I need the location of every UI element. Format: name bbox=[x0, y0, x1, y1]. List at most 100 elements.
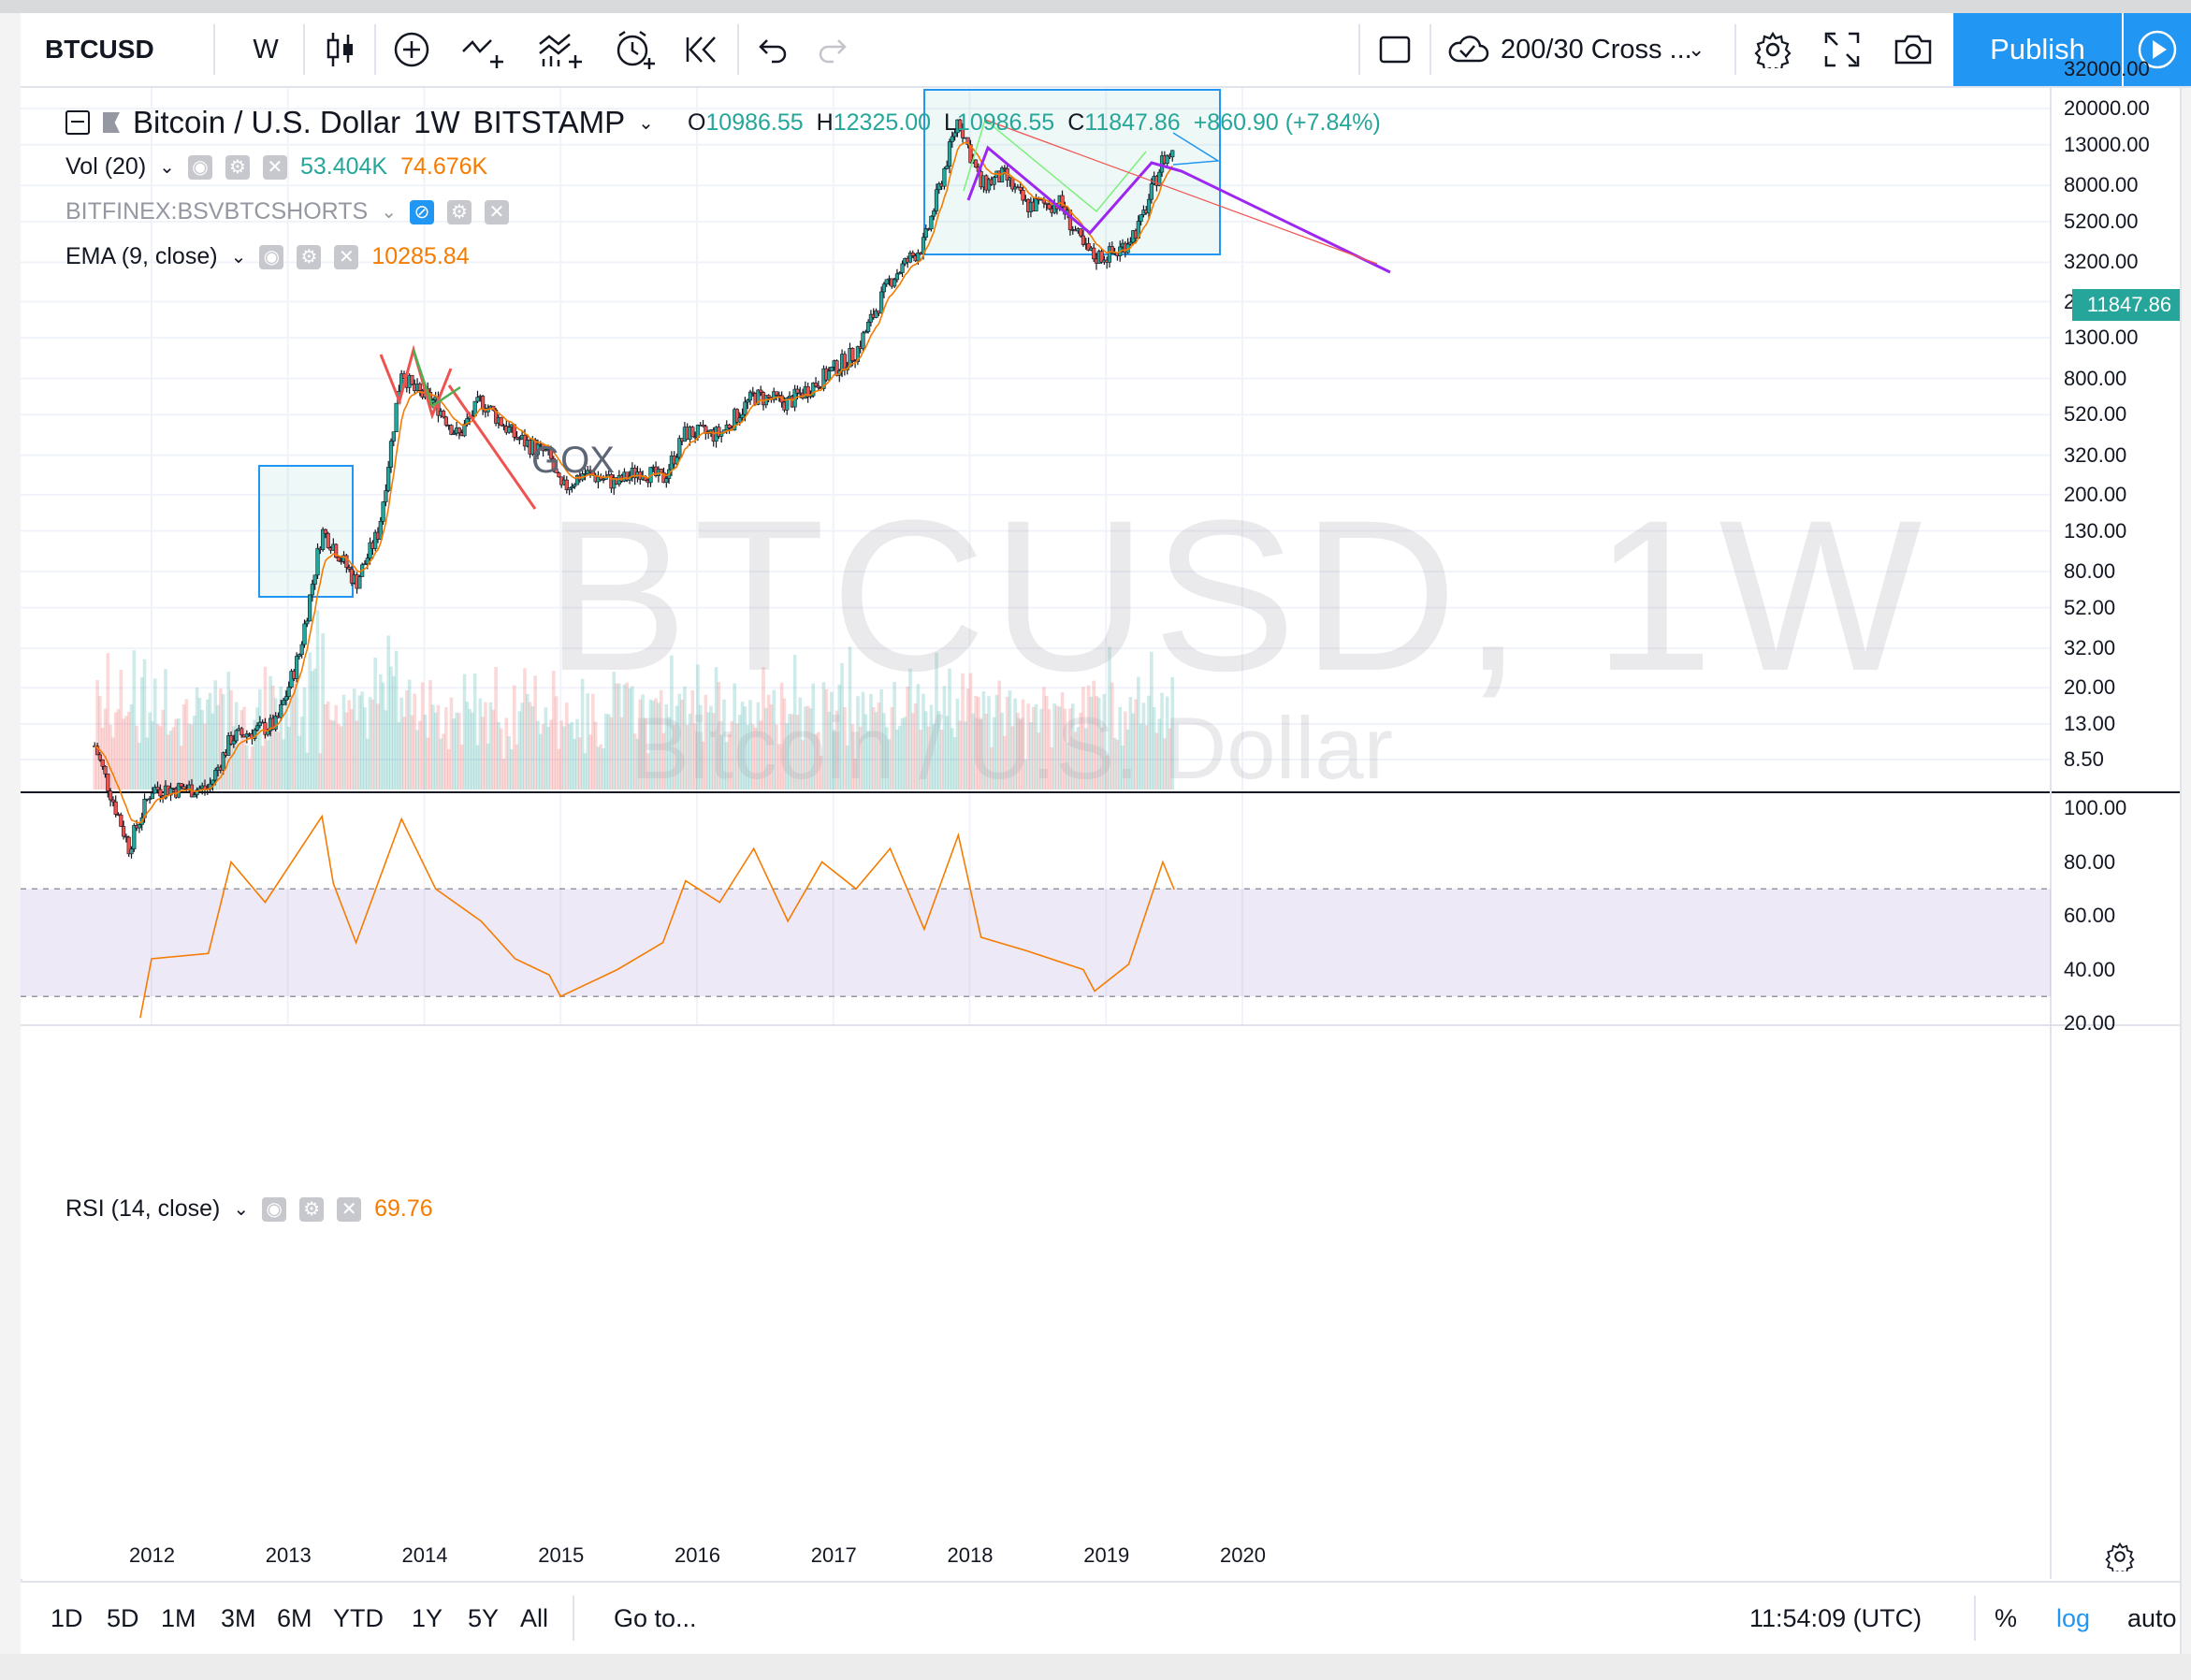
volume-bar bbox=[779, 682, 784, 789]
expand-icon[interactable] bbox=[1807, 13, 1877, 86]
chart-canvas[interactable] bbox=[21, 88, 2180, 1579]
volume-bar bbox=[775, 724, 778, 789]
volume-bar bbox=[648, 699, 653, 789]
range-button-3m[interactable]: 3M bbox=[221, 1603, 256, 1632]
symbol-search-button[interactable]: BTCUSD bbox=[45, 35, 154, 64]
red-arrow bbox=[447, 384, 537, 510]
volume-bar bbox=[386, 635, 390, 789]
range-button-ytd[interactable]: YTD bbox=[333, 1603, 384, 1632]
range-button-all[interactable]: All bbox=[520, 1603, 549, 1632]
volume-bar bbox=[439, 738, 443, 789]
eye-crossed-icon[interactable]: ⊘ bbox=[409, 199, 434, 224]
eye-icon[interactable]: ◉ bbox=[262, 1196, 287, 1222]
price-axis-label: 5200.00 bbox=[2064, 209, 2139, 233]
close-icon[interactable]: ✕ bbox=[334, 244, 359, 269]
gear-icon[interactable]: ⚙ bbox=[225, 154, 250, 180]
range-button-5d[interactable]: 5D bbox=[107, 1603, 139, 1632]
shorts-study-label[interactable]: BITFINEX:BSVBTCSHORTS bbox=[65, 198, 369, 224]
axis-settings-gear-icon[interactable] bbox=[2105, 1542, 2135, 1577]
candle-body bbox=[310, 584, 315, 596]
range-button-6m[interactable]: 6M bbox=[277, 1603, 312, 1632]
log-scale-toggle[interactable]: log bbox=[2056, 1603, 2091, 1632]
volume-bar bbox=[161, 709, 165, 789]
volume-bar bbox=[311, 671, 314, 789]
chevron-down-icon[interactable]: ⌄ bbox=[381, 202, 397, 223]
close-icon[interactable]: ✕ bbox=[262, 154, 287, 180]
candle-body bbox=[449, 425, 454, 435]
volume-bar bbox=[977, 697, 980, 789]
bottom-divider bbox=[1974, 1596, 1976, 1641]
volume-bar bbox=[709, 705, 713, 789]
volume-bar bbox=[801, 740, 805, 789]
range-button-1m[interactable]: 1M bbox=[161, 1603, 196, 1632]
volume-bar bbox=[827, 711, 831, 789]
gear-icon[interactable]: ⚙ bbox=[446, 199, 472, 224]
candle-body bbox=[179, 783, 183, 788]
candle-body bbox=[717, 427, 721, 437]
gear-icon[interactable] bbox=[1738, 13, 1807, 86]
volume-bar bbox=[1073, 731, 1078, 789]
toolbar-divider bbox=[1358, 24, 1360, 75]
legend-title[interactable]: Bitcoin / U.S. Dollar bbox=[133, 105, 401, 139]
volume-bar bbox=[719, 734, 723, 789]
gear-icon[interactable]: ⚙ bbox=[297, 244, 322, 269]
volume-bar bbox=[791, 714, 794, 789]
redo-icon[interactable] bbox=[803, 13, 864, 86]
close-icon[interactable]: ✕ bbox=[484, 199, 509, 224]
percent-scale-toggle[interactable]: % bbox=[1995, 1603, 2018, 1632]
compare-add-icon[interactable] bbox=[378, 13, 445, 86]
volume-bar bbox=[266, 740, 270, 789]
rsi-study-label[interactable]: RSI (14, close) bbox=[65, 1195, 221, 1222]
gear-icon[interactable]: ⚙ bbox=[299, 1196, 325, 1222]
camera-icon[interactable] bbox=[1879, 13, 1948, 86]
utc-clock[interactable]: 11:54:09 (UTC) bbox=[1749, 1603, 1923, 1632]
financials-icon[interactable] bbox=[524, 13, 599, 86]
volume-bar bbox=[866, 731, 870, 789]
chart-area[interactable]: BTCUSD, 1W Bitcoin / U.S. Dollar GOX Bit… bbox=[21, 57, 2186, 1579]
volume-study-label[interactable]: Vol (20) bbox=[65, 153, 147, 180]
collapse-legend-icon[interactable] bbox=[65, 110, 90, 135]
volume-bar bbox=[834, 710, 839, 789]
indicators-icon[interactable] bbox=[447, 13, 522, 86]
volume-bar bbox=[1124, 711, 1127, 789]
fullscreen-square-icon[interactable] bbox=[1364, 13, 1426, 86]
gox-text-annotation[interactable]: GOX bbox=[531, 440, 615, 481]
undo-icon[interactable] bbox=[741, 13, 803, 86]
candle-body bbox=[879, 291, 884, 314]
chevron-down-icon[interactable]: ⌄ bbox=[233, 1199, 250, 1220]
chevron-down-icon[interactable]: ⌄ bbox=[159, 157, 175, 178]
chevron-down-icon[interactable]: ⌄ bbox=[638, 112, 654, 134]
range-button-1y[interactable]: 1Y bbox=[412, 1603, 443, 1632]
play-icon[interactable] bbox=[2124, 13, 2191, 86]
volume-bar bbox=[562, 726, 566, 789]
candle-body bbox=[386, 467, 391, 491]
range-button-5y[interactable]: 5Y bbox=[468, 1603, 500, 1632]
interval-button[interactable]: W bbox=[253, 34, 279, 65]
legend-exchange[interactable]: BITSTAMP bbox=[472, 105, 626, 139]
legend-close: C11847.86 bbox=[1067, 109, 1181, 136]
price-axis-label: 32.00 bbox=[2064, 636, 2116, 660]
layout-name: 200/30 Cross ... bbox=[1501, 34, 1692, 65]
eye-icon[interactable]: ◉ bbox=[187, 154, 212, 180]
candle-body bbox=[152, 787, 157, 794]
close-icon[interactable]: ✕ bbox=[337, 1196, 362, 1222]
ema-study-label[interactable]: EMA (9, close) bbox=[65, 243, 218, 269]
replay-rewind-icon[interactable] bbox=[670, 13, 737, 86]
chevron-down-icon[interactable]: ⌄ bbox=[230, 247, 247, 268]
layout-dropdown[interactable]: 200/30 Cross ... ⌄ bbox=[1446, 13, 1718, 86]
volume-bar bbox=[1089, 696, 1094, 789]
auto-scale-toggle[interactable]: auto bbox=[2127, 1603, 2177, 1632]
range-button-1d[interactable]: 1D bbox=[51, 1603, 83, 1632]
candle-style-icon[interactable] bbox=[307, 13, 374, 86]
volume-bar bbox=[174, 718, 178, 789]
alert-clock-icon[interactable] bbox=[601, 13, 668, 86]
goto-date-button[interactable]: Go to... bbox=[614, 1603, 697, 1632]
publish-button[interactable]: Publish bbox=[1953, 13, 2122, 86]
eye-icon[interactable]: ◉ bbox=[259, 244, 284, 269]
price-axis-label: 520.00 bbox=[2064, 402, 2127, 427]
volume-bar bbox=[151, 721, 154, 789]
candle-body bbox=[362, 563, 368, 566]
volume-bar bbox=[759, 720, 763, 789]
volume-bar bbox=[856, 696, 860, 789]
price-axis-label: 3200.00 bbox=[2064, 250, 2139, 274]
